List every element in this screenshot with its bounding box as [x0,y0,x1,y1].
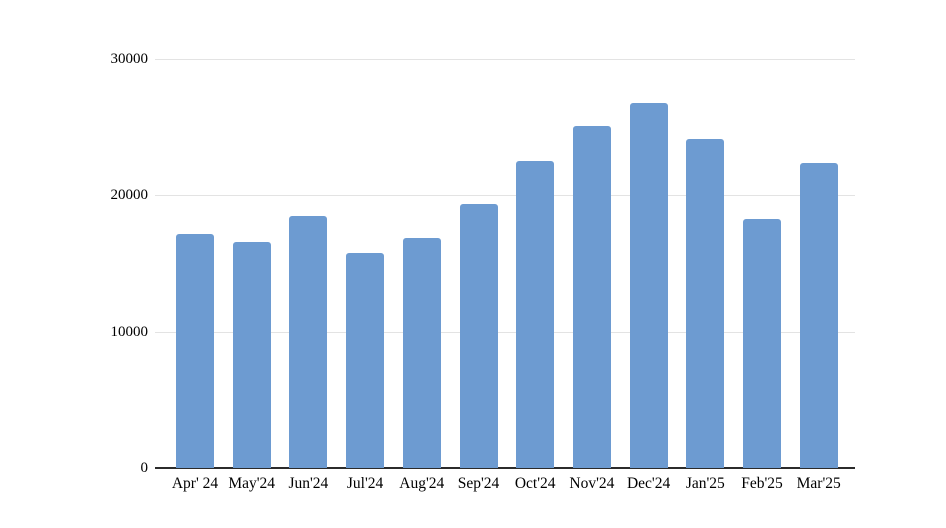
gridline-10000 [155,331,855,333]
x-axis-label: Nov'24 [569,475,615,492]
bar-jun-24 [289,215,328,468]
x-axis-label: Sep'24 [457,475,500,492]
x-axis-label: Jan'25 [685,475,725,492]
x-axis-label: Dec'24 [626,475,671,492]
x-axis-label: Oct'24 [514,475,556,492]
bar-may-24 [232,241,271,468]
y-axis-tick-label: 30000 [110,51,149,67]
x-axis-label: Jun'24 [288,475,329,492]
x-axis-label: Feb'25 [741,475,783,492]
y-axis-tick-label: 10000 [110,323,149,340]
y-axis-tick-label: 0 [140,460,149,476]
bar-dec-24 [629,102,668,468]
bar-feb-25 [743,218,781,468]
y-axis-tick-label: 20000 [110,187,149,204]
bar-nov-24 [572,125,611,468]
x-axis-label: Aug'24 [399,475,445,492]
bar-oct-24 [516,161,555,468]
x-axis-label: May'24 [228,475,276,492]
x-axis-label: Mar'25 [796,475,841,492]
gridline-20000 [155,195,855,197]
bar-sep-24 [459,203,498,468]
bar-apr-24 [176,233,214,468]
x-axis-line [155,467,855,469]
bar-jan-25 [686,139,725,468]
bar-mar-25 [799,162,838,468]
x-axis-label: Apr' 24 [171,475,219,492]
bar-aug-24 [402,237,441,468]
bar-jul-24 [346,252,385,468]
plot-area [155,59,855,469]
x-axis-label: Jul'24 [346,475,384,492]
gridline-30000 [155,59,855,60]
